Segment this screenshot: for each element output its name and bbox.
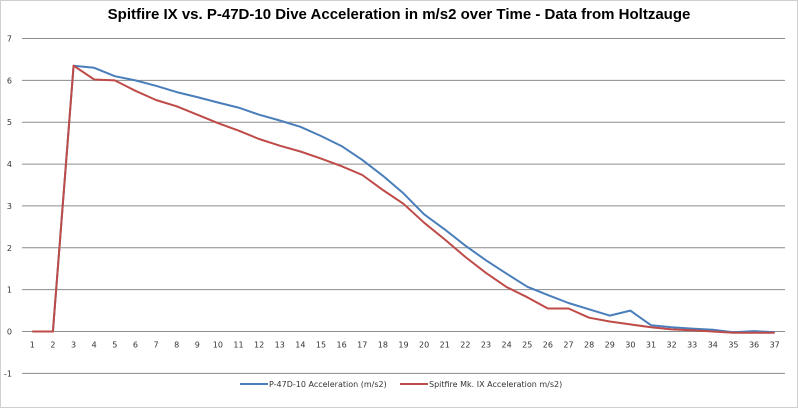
legend-label: Spitfire Mk. IX Acceleration m/s2) <box>429 380 562 389</box>
x-tick-label: 10 <box>213 341 223 350</box>
x-tick-label: 4 <box>92 341 97 350</box>
x-tick-label: 7 <box>153 341 158 350</box>
x-tick-label: 9 <box>195 341 200 350</box>
x-tick-label: 19 <box>398 341 408 350</box>
x-tick-label: 32 <box>666 341 676 350</box>
x-tick-label: 34 <box>708 341 718 350</box>
x-tick-label: 2 <box>50 341 55 350</box>
x-tick-label: 35 <box>728 341 738 350</box>
x-tick-label: 12 <box>254 341 264 350</box>
x-tick-label: 6 <box>133 341 138 350</box>
x-tick-label: 31 <box>646 341 656 350</box>
x-tick-label: 30 <box>625 341 635 350</box>
series-line-spitfire <box>32 64 775 334</box>
x-tick-label: 21 <box>440 341 450 350</box>
x-tick-label: 22 <box>460 341 470 350</box>
x-tick-label: 28 <box>584 341 594 350</box>
x-tick-label: 16 <box>337 341 347 350</box>
y-tick-label: 5 <box>7 118 12 127</box>
x-tick-label: 14 <box>295 341 305 350</box>
y-tick-label: 6 <box>7 76 12 85</box>
x-tick-label: 15 <box>316 341 326 350</box>
x-tick-label: 8 <box>174 341 179 350</box>
x-tick-label: 17 <box>357 341 367 350</box>
y-tick-label: 4 <box>7 160 12 169</box>
x-tick-label: 13 <box>275 341 285 350</box>
x-tick-label: 26 <box>543 341 553 350</box>
x-tick-label: 5 <box>112 341 117 350</box>
x-tick-label: 23 <box>481 341 491 350</box>
chart-title: Spitfire IX vs. P-47D-10 Dive Accelerati… <box>107 6 691 23</box>
y-tick-label: 1 <box>7 286 12 295</box>
x-tick-label: 24 <box>502 341 512 350</box>
x-tick-label: 25 <box>522 341 532 350</box>
x-tick-label: 27 <box>563 341 573 350</box>
x-tick-label: 1 <box>30 341 35 350</box>
legend-label: P-47D-10 Acceleration (m/s2) <box>269 380 387 389</box>
y-tick-label: 7 <box>7 35 12 44</box>
x-tick-label: 3 <box>71 341 76 350</box>
x-tick-label: 37 <box>770 341 780 350</box>
x-tick-label: 18 <box>378 341 388 350</box>
y-tick-label: 2 <box>7 244 12 253</box>
y-tick-label: -1 <box>4 369 12 378</box>
x-tick-label: 29 <box>605 341 615 350</box>
x-tick-label: 36 <box>749 341 759 350</box>
y-tick-label: 0 <box>7 328 12 337</box>
y-tick-label: 3 <box>7 202 12 211</box>
x-tick-label: 11 <box>233 341 243 350</box>
x-tick-label: 33 <box>687 341 697 350</box>
series-line-p47 <box>32 64 775 334</box>
x-tick-label: 20 <box>419 341 429 350</box>
